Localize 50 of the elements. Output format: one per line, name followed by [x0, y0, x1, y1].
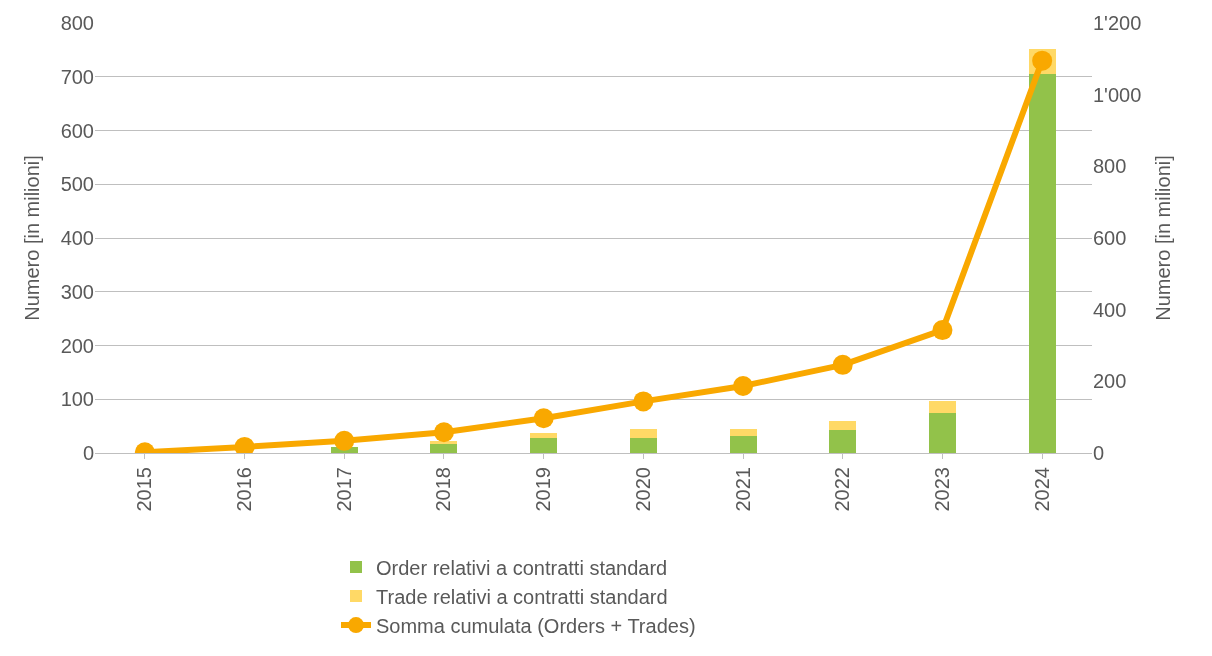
- bar: [928, 412, 956, 453]
- y-axis-title: Numero [in milioni]: [21, 155, 44, 321]
- x-tick-label: 2015: [133, 467, 156, 512]
- point: [433, 422, 454, 443]
- bar: [829, 421, 857, 430]
- y2-tick-label: 1'000: [1093, 83, 1142, 106]
- x-tick-label: 2018: [432, 467, 455, 512]
- y2-tick-label: 400: [1093, 298, 1127, 321]
- point: [633, 391, 654, 412]
- x-tick-label: 2021: [731, 467, 754, 512]
- point: [932, 320, 953, 341]
- y2-tick-label: 1'200: [1093, 12, 1142, 34]
- y-tick-label: 600: [60, 119, 94, 142]
- y2-tick-label: 800: [1093, 155, 1127, 178]
- bar: [530, 437, 558, 453]
- y-tick-label: 200: [60, 334, 94, 357]
- bar: [829, 429, 857, 453]
- x-tick-label: 2016: [233, 467, 256, 512]
- x-tick-label: 2020: [631, 467, 654, 512]
- y-tick-label: 700: [60, 65, 94, 88]
- point: [334, 430, 355, 451]
- point: [733, 375, 754, 396]
- y-tick-label: 300: [60, 280, 94, 303]
- bar: [530, 432, 558, 438]
- bar: [928, 401, 956, 413]
- x-tick-label: 2023: [930, 467, 953, 512]
- bar: [729, 428, 757, 437]
- bar: [629, 437, 657, 453]
- y-tick-label: 400: [60, 227, 94, 249]
- bar: [430, 444, 458, 453]
- legend-label: Order relativi a contratti standard: [376, 556, 668, 579]
- legend-label: Trade relativi a contratti standard: [376, 585, 668, 608]
- y-tick-label: 100: [60, 388, 94, 411]
- y-tick-label: 0: [82, 442, 94, 464]
- y2-tick-label: 0: [1093, 442, 1105, 464]
- y-tick-label: 500: [60, 173, 94, 196]
- bar: [629, 429, 657, 438]
- x-tick-label: 2024: [1030, 467, 1053, 512]
- bar: [729, 436, 757, 453]
- y2-tick-label: 200: [1093, 370, 1127, 393]
- x-tick-label: 2022: [831, 467, 854, 512]
- y2-axis-title: Numero [in milioni]: [1151, 155, 1174, 321]
- y2-tick-label: 600: [1093, 227, 1127, 249]
- y-tick-label: 800: [60, 12, 94, 34]
- legend-label: Somma cumulata (Orders + Trades): [376, 614, 696, 637]
- x-tick-label: 2017: [332, 467, 355, 512]
- x-tick-label: 2019: [532, 467, 555, 512]
- point: [832, 354, 853, 375]
- bar: [1028, 73, 1056, 453]
- point: [533, 408, 554, 429]
